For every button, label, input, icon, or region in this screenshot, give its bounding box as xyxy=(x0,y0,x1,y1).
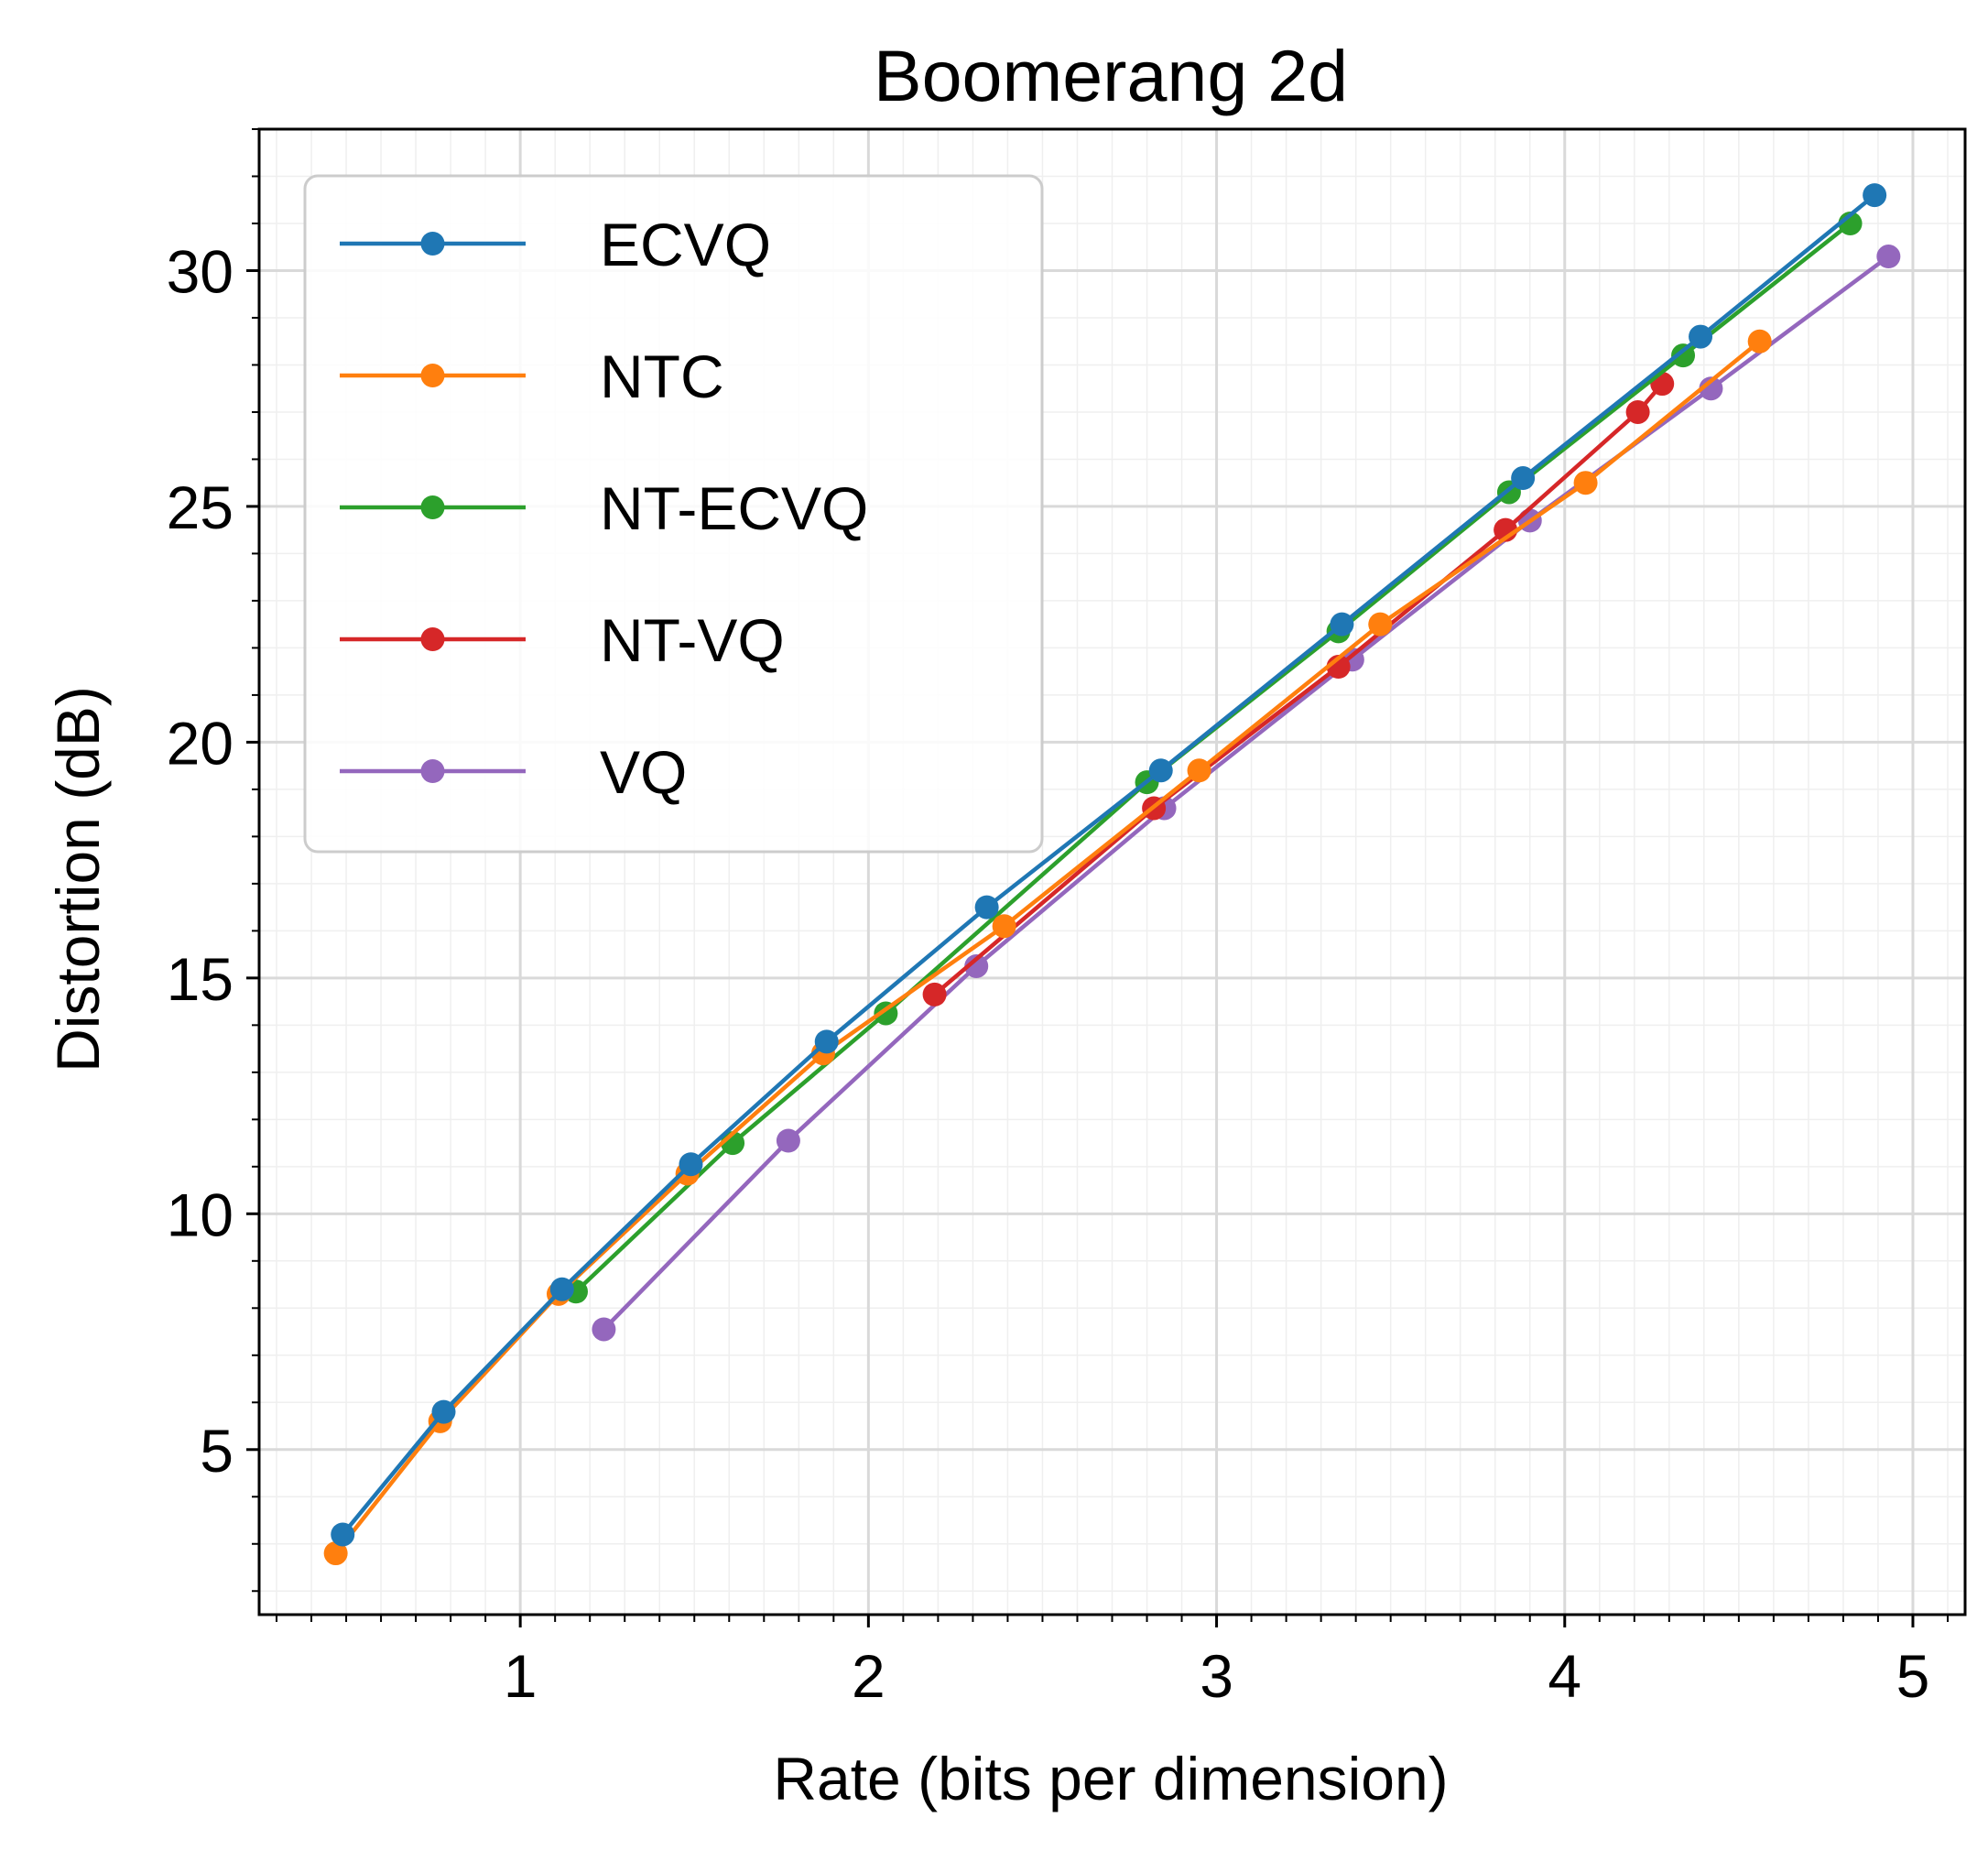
legend-items: ECVQ NTC NT-ECVQ NT-VQ VQ xyxy=(340,211,868,806)
legend-box xyxy=(303,174,1044,854)
data-point-ntc xyxy=(323,1541,348,1566)
data-point-ecvq xyxy=(974,895,999,920)
y-tick-label: 30 xyxy=(167,237,234,305)
data-point-nt-vq xyxy=(1625,399,1650,424)
legend-label-vq: VQ xyxy=(600,738,687,806)
legend-marker-ntc xyxy=(420,364,445,387)
series-ecvq xyxy=(331,183,1887,1547)
legend-item-ntc: NTC xyxy=(340,343,724,410)
data-point-ecvq xyxy=(1511,466,1536,491)
x-tick-label: 4 xyxy=(1548,1642,1581,1710)
y-tick-label: 15 xyxy=(167,945,234,1013)
legend-marker-nt-vq xyxy=(420,627,445,651)
legend-label-nt-ecvq: NT-ECVQ xyxy=(600,474,868,542)
data-point-nt-vq xyxy=(922,982,947,1007)
legend-label-ecvq: ECVQ xyxy=(600,211,771,278)
legend-item-ecvq: ECVQ xyxy=(340,211,771,278)
x-tick-label: 1 xyxy=(504,1642,538,1710)
y-axis-label: Distortion (dB) xyxy=(44,686,112,1072)
data-point-ecvq xyxy=(431,1399,456,1424)
y-tick-label: 5 xyxy=(200,1417,234,1485)
legend-item-vq: VQ xyxy=(340,738,687,806)
data-point-ecvq xyxy=(1148,758,1173,783)
data-point-vq xyxy=(592,1317,616,1342)
data-point-ecvq xyxy=(1689,324,1713,349)
x-axis-label: Rate (bits per dimension) xyxy=(773,1745,1448,1812)
legend-item-nt-ecvq: NT-ECVQ xyxy=(340,474,868,542)
series-line-vq xyxy=(602,255,1890,1332)
data-point-vq xyxy=(776,1128,800,1153)
series-line-ntc xyxy=(333,339,1762,1555)
y-tick-label: 25 xyxy=(167,473,234,541)
data-point-ecvq xyxy=(331,1522,355,1547)
legend-marker-ecvq xyxy=(420,232,445,256)
data-point-ntc xyxy=(1187,758,1211,783)
legend-label-nt-vq: NT-VQ xyxy=(600,606,785,674)
data-point-ntc xyxy=(992,914,1016,939)
x-tick-label: 3 xyxy=(1200,1642,1233,1710)
x-tick-label: 5 xyxy=(1896,1642,1930,1710)
y-tick-label: 10 xyxy=(167,1181,234,1248)
tick-labels: 1 2 3 4 5 5 10 15 20 25 30 xyxy=(167,237,1930,1710)
y-tick-label: 20 xyxy=(167,709,234,777)
series-layer xyxy=(323,183,1901,1566)
legend: ECVQ NTC NT-ECVQ NT-VQ VQ xyxy=(303,174,1044,854)
legend-item-nt-vq: NT-VQ xyxy=(340,606,785,674)
data-point-ecvq xyxy=(1330,612,1354,637)
data-point-ecvq xyxy=(679,1152,703,1177)
data-point-ntc xyxy=(1368,612,1393,637)
series-ntc xyxy=(323,329,1772,1566)
data-point-ecvq xyxy=(814,1029,839,1054)
data-point-ntc xyxy=(1747,329,1772,354)
data-point-ecvq xyxy=(1863,183,1887,208)
data-point-vq xyxy=(1876,245,1901,269)
x-tick-label: 2 xyxy=(852,1642,885,1710)
axis-ticks xyxy=(246,128,1949,1627)
data-point-nt-ecvq xyxy=(1671,343,1696,368)
data-point-ecvq xyxy=(549,1277,574,1301)
legend-marker-vq xyxy=(420,759,445,783)
data-point-ntc xyxy=(1573,471,1598,495)
legend-label-ntc: NTC xyxy=(600,343,724,410)
data-point-vq xyxy=(964,953,989,978)
data-point-vq xyxy=(1699,376,1723,401)
chart-title: Boomerang 2d xyxy=(874,35,1348,116)
legend-marker-nt-ecvq xyxy=(420,495,445,519)
